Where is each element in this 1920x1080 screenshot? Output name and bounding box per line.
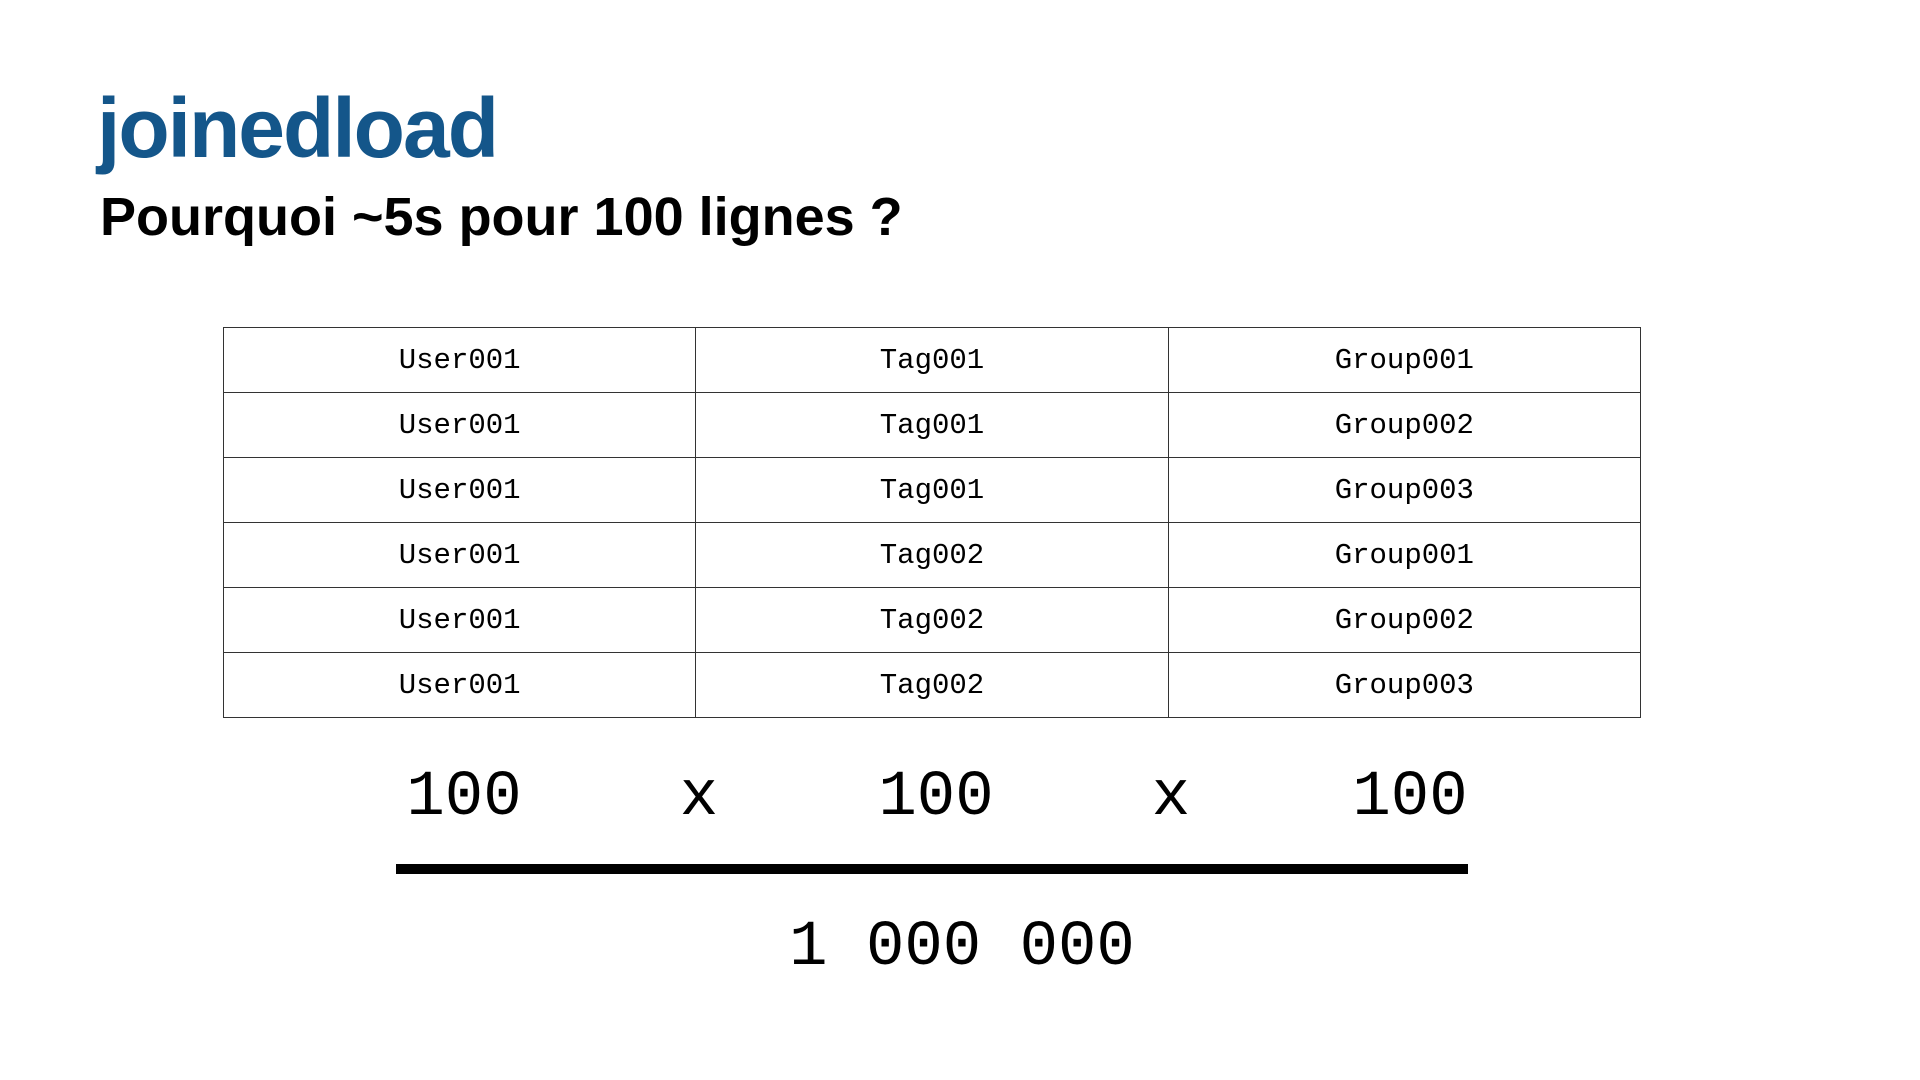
subtitle: Pourquoi ~5s pour 100 lignes ? [100, 187, 903, 247]
table-cell: Group003 [1167, 457, 1642, 523]
table-cell: User001 [222, 457, 697, 523]
table-cell: User001 [222, 522, 697, 588]
table-cell: User001 [222, 327, 697, 393]
table-cell: Group001 [1167, 327, 1642, 393]
table-cell: Tag001 [695, 327, 1169, 393]
formula-term: 100 [1352, 762, 1468, 834]
table-cell: Group002 [1167, 587, 1642, 653]
table-row: User001 Tag002 Group002 [222, 587, 1642, 653]
table-cell: User001 [222, 652, 697, 718]
formula-term: x [679, 762, 719, 834]
join-table: User001 Tag001 Group001 User001 Tag001 Group0… [222, 327, 1642, 718]
table-row: User001 Tag001 Group002 [222, 392, 1642, 458]
table-cell: Tag001 [695, 392, 1169, 458]
formula-result: 1 000 000 [789, 912, 1135, 984]
table-cell: Tag002 [695, 522, 1169, 588]
table-cell: Tag002 [695, 587, 1169, 653]
formula-term: 100 [406, 762, 522, 834]
table-row: User001 Tag001 Group003 [222, 457, 1642, 523]
table-cell: Group002 [1167, 392, 1642, 458]
formula-term: 100 [878, 762, 994, 834]
table-row: User001 Tag002 Group001 [222, 522, 1642, 588]
table-row: User001 Tag002 Group003 [222, 652, 1642, 718]
table-cell: Tag002 [695, 652, 1169, 718]
table-cell: Group001 [1167, 522, 1642, 588]
table-cell: Tag001 [695, 457, 1169, 523]
table-cell: User001 [222, 392, 697, 458]
table-row: User001 Tag001 Group001 [222, 327, 1642, 393]
title: joinedload [97, 81, 499, 175]
formula-term: x [1151, 762, 1191, 834]
table-cell: User001 [222, 587, 697, 653]
table-cell: Group003 [1167, 652, 1642, 718]
fraction-bar [396, 864, 1468, 874]
